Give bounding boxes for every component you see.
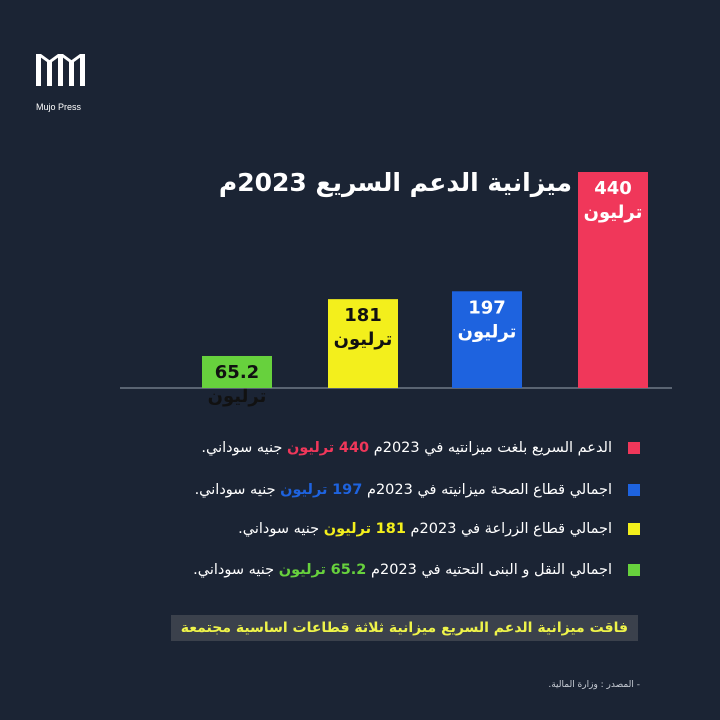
legend-text-suffix: جنيه سوداني. [194, 482, 281, 498]
legend-value: 181 [375, 521, 406, 537]
legend-text-prefix: اجمالي النقل و البنى التحتيه في 2023م [366, 562, 612, 578]
legend-text-prefix: الدعم السريع بلغت ميزانتيه في 2023م [369, 440, 612, 456]
legend-value: 65.2 [330, 562, 367, 578]
legend-unit: ترليون [278, 562, 326, 578]
bar-3 [578, 172, 648, 388]
bar-value-label: 181 [344, 305, 382, 326]
legend-text: الدعم السريع بلغت ميزانتيه في 2023م 440 … [201, 440, 612, 456]
legend-text-suffix: جنيه سوداني. [193, 562, 279, 578]
bar-2 [452, 291, 522, 388]
legend-value: 440 [338, 440, 370, 456]
bar-0 [202, 355, 272, 388]
legend-text: اجمالي قطاع الزراعة في 2023م 181 ترليون … [238, 521, 612, 537]
legend-item: اجمالي قطاع الصحة ميزانيته في 2023م 197 … [195, 478, 640, 502]
legend-unit: ترليون [323, 521, 372, 537]
brand-logo: Mujo Press [36, 44, 88, 112]
bar-value-label: 440 [594, 178, 632, 199]
legend-text-prefix: اجمالي قطاع الصحة ميزانيته في 2023م [362, 482, 612, 498]
source-note: - المصدر : وزارة المالية. [548, 680, 640, 690]
legend-item: اجمالي النقل و البنى التحتيه في 2023م 65… [193, 558, 640, 582]
legend-swatch [628, 523, 640, 535]
bar-1 [328, 299, 398, 388]
summary-note: فاقت ميزانية الدعم السريع ميزانية ثلاثة … [170, 615, 638, 641]
legend-text-suffix: جنيه سوداني. [238, 521, 324, 537]
bar-unit-label: ترليون [208, 386, 267, 407]
bar-value-label: 197 [468, 297, 506, 318]
bar-unit-label: ترليون [334, 329, 393, 350]
legend-swatch [628, 442, 640, 454]
legend-swatch [628, 484, 640, 496]
legend-item: اجمالي قطاع الزراعة في 2023م 181 ترليون … [238, 517, 640, 541]
legend-value: 197 [332, 482, 363, 498]
chart-title: ميزانية الدعم السريع 2023م [218, 168, 572, 197]
legend-unit: ترليون [286, 440, 335, 456]
legend-item: الدعم السريع بلغت ميزانتيه في 2023م 440 … [201, 436, 640, 460]
legend-text-suffix: جنيه سوداني. [201, 440, 287, 456]
legend-swatch [628, 564, 640, 576]
legend-text: اجمالي النقل و البنى التحتيه في 2023م 65… [193, 562, 612, 578]
bar-unit-label: ترليون [458, 321, 517, 342]
legend-text-prefix: اجمالي قطاع الزراعة في 2023م [405, 521, 612, 537]
bar-value-label: 65.2 [215, 362, 259, 383]
mujo-logo-icon [36, 54, 85, 86]
bar-unit-label: ترليون [584, 202, 643, 223]
legend-unit: ترليون [280, 482, 328, 498]
legend-text: اجمالي قطاع الصحة ميزانيته في 2023م 197 … [195, 482, 612, 498]
brand-name: Mujo Press [36, 102, 82, 112]
